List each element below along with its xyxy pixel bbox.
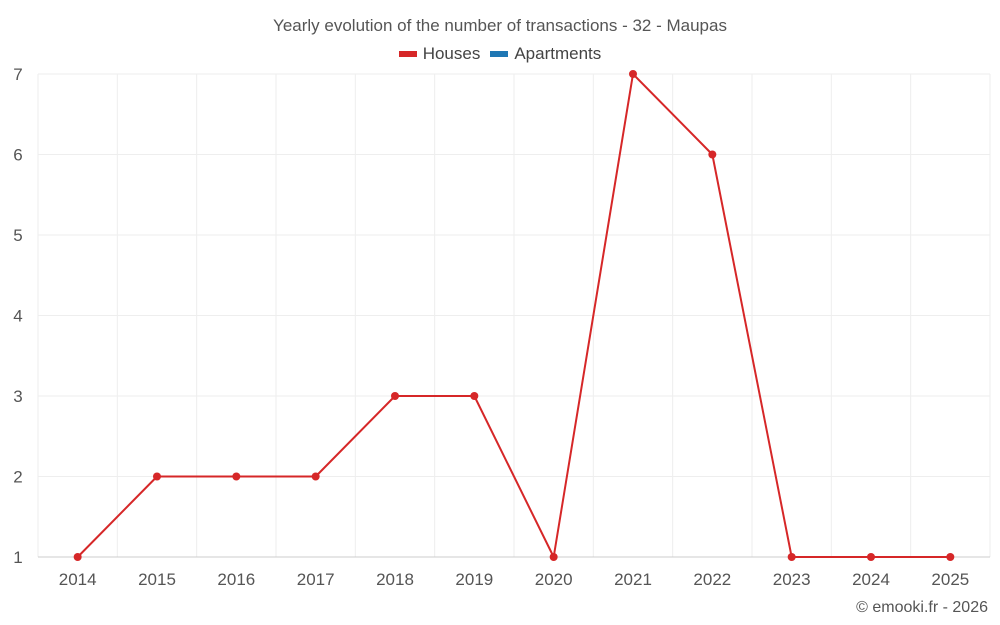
x-tick-label: 2019 bbox=[455, 570, 493, 589]
x-tick-label: 2021 bbox=[614, 570, 652, 589]
data-point-houses bbox=[629, 70, 637, 78]
data-point-houses bbox=[787, 553, 796, 561]
data-point-houses bbox=[470, 392, 479, 400]
x-tick-label: 2017 bbox=[297, 570, 335, 589]
data-point-houses bbox=[867, 553, 875, 561]
legend-swatch-houses bbox=[398, 51, 417, 57]
legend-label-apartments: Apartments bbox=[514, 44, 602, 63]
y-tick-label: 4 bbox=[13, 307, 22, 326]
legend-item-apartments[interactable]: Apartments bbox=[490, 44, 601, 64]
x-tick-label: 2020 bbox=[535, 570, 573, 589]
x-tick-label: 2024 bbox=[852, 570, 890, 589]
legend-swatch-apartments bbox=[490, 51, 509, 57]
data-point-houses bbox=[549, 553, 558, 561]
series-lines bbox=[76, 73, 951, 558]
x-tick-label: 2023 bbox=[773, 570, 811, 589]
data-point-houses bbox=[391, 392, 399, 400]
y-tick-label: 6 bbox=[13, 146, 22, 165]
x-axis-ticks: 2014 2015 2016 2017 2018 2019 2020 2021 2022 2023… bbox=[59, 570, 969, 589]
x-tick-label: 2018 bbox=[376, 570, 414, 589]
y-tick-label: 7 bbox=[13, 65, 22, 84]
data-point-houses bbox=[946, 553, 955, 561]
x-tick-label: 2025 bbox=[931, 570, 969, 589]
data-point-houses bbox=[153, 472, 161, 481]
legend-label-houses: Houses bbox=[422, 44, 481, 63]
data-point-houses bbox=[311, 472, 320, 481]
y-tick-label: 5 bbox=[13, 226, 22, 245]
credit-text: © emooki.fr - 2026 bbox=[856, 599, 988, 616]
x-tick-label: 2016 bbox=[217, 570, 255, 589]
y-tick-label: 2 bbox=[13, 468, 22, 487]
series-line-houses bbox=[76, 73, 951, 558]
x-tick-label: 2022 bbox=[693, 570, 731, 589]
y-axis-ticks: 1 2 3 4 5 6 7 bbox=[13, 65, 22, 567]
legend-item-houses[interactable]: Houses bbox=[398, 44, 481, 64]
data-point-houses bbox=[232, 472, 241, 481]
chart-title: Yearly evolution of the number of transa… bbox=[273, 16, 727, 35]
series-points bbox=[73, 70, 955, 561]
x-tick-label: 2014 bbox=[59, 570, 97, 589]
data-point-houses bbox=[73, 553, 82, 561]
data-point-houses bbox=[708, 150, 717, 159]
y-tick-label: 1 bbox=[13, 548, 22, 567]
y-tick-label: 3 bbox=[13, 387, 22, 406]
x-tick-label: 2015 bbox=[138, 570, 176, 589]
legend: Houses Apartments bbox=[0, 44, 1000, 64]
